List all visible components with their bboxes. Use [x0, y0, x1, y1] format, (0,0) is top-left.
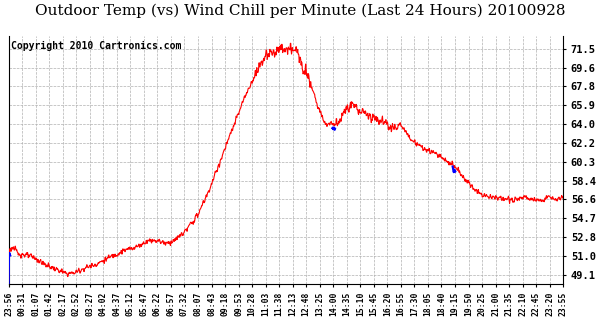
Text: Outdoor Temp (vs) Wind Chill per Minute (Last 24 Hours) 20100928: Outdoor Temp (vs) Wind Chill per Minute …: [35, 3, 565, 18]
Text: Copyright 2010 Cartronics.com: Copyright 2010 Cartronics.com: [11, 41, 182, 51]
